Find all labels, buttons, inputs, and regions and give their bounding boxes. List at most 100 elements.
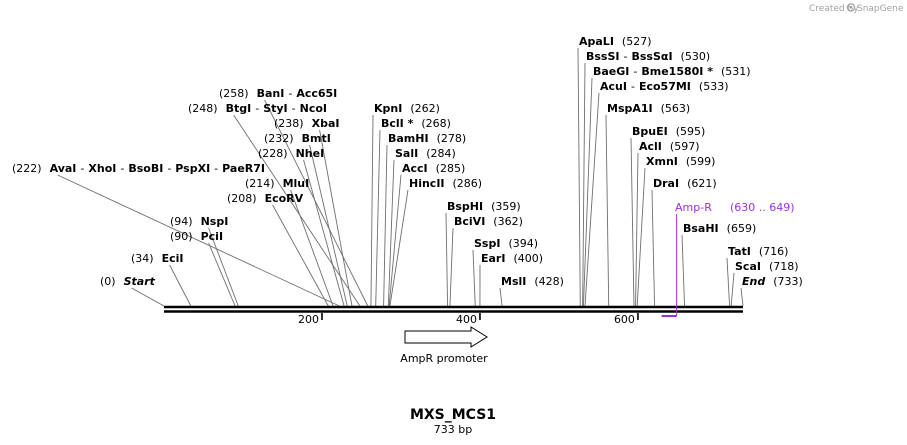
leader-msli [499,287,503,307]
site-xbai[interactable]: (238) XbaI [274,117,339,130]
site-position: (428) [534,275,564,288]
site-hincii[interactable]: HincII (286) [409,177,482,190]
site-bpuei[interactable]: BpuEI (595) [632,125,705,138]
leader-pcii [208,242,236,307]
site-sali[interactable]: SalI (284) [395,147,456,160]
site-sspi[interactable]: SspI (394) [474,237,538,250]
site-position: (94) [170,215,193,228]
site-position: (258) [219,87,249,100]
site-nhei[interactable]: (228) NheI [258,147,324,160]
site-mlui[interactable]: (214) MluI [245,177,309,190]
primer-amp-r[interactable]: Amp-R (630 .. 649) [661,201,795,317]
snapgene-logo-icon [846,3,856,12]
enzyme-name: MslI [501,275,526,288]
enzyme-name: Eco57MI [639,80,691,93]
site-eari[interactable]: EarI (400) [481,252,543,265]
name-separator: - [624,50,628,63]
enzyme-name: KpnI [374,102,402,115]
leader-bsphi [445,212,449,307]
site-end[interactable]: End (733) [742,275,803,288]
site-apali[interactable]: ApaLI (527) [579,35,652,48]
site-position: (232) [264,132,294,145]
leader-tati [726,257,731,307]
site-acci[interactable]: AccI (285) [402,162,465,175]
site-position: (0) [100,275,116,288]
site-bcivi[interactable]: BciVI (362) [454,215,523,228]
site-bamhi[interactable]: BamHI (278) [388,132,466,145]
enzyme-name: PaeR7I [222,162,265,175]
site-position: (533) [699,80,729,93]
site-bsphi[interactable]: BspHI (359) [447,200,521,213]
enzyme-name: DraI [653,177,679,190]
name-separator: - [292,102,296,115]
site-baegi-bme1580i[interactable]: BaeGI - Bme1580I * (531) [593,65,751,78]
site-msli[interactable]: MslI (428) [501,275,564,288]
site-ecorv[interactable]: (208) EcoRV [227,192,304,205]
site-bsssi-bsss-i[interactable]: BssSI - BssSαI (530) [586,50,710,63]
name-separator: - [214,162,218,175]
name-separator: - [633,65,637,78]
site-position: (659) [727,222,757,235]
site-tati[interactable]: TatI (716) [728,245,788,258]
site-acui-eco57mi[interactable]: AcuI - Eco57MI (533) [600,80,729,93]
site-bsahi[interactable]: BsaHI (659) [683,222,756,235]
enzyme-name: BpuEI [632,125,668,138]
name-separator: - [255,102,259,115]
site-drai[interactable]: DraI (621) [653,177,717,190]
site-mspa1i[interactable]: MspA1I (563) [607,102,690,115]
site-position: (34) [131,252,154,265]
leader-bcli [375,129,381,307]
enzyme-name: BamHI [388,132,429,145]
enzyme-name: BmtI [302,132,331,145]
enzyme-name: EarI [481,252,505,265]
tick-label: 400 [456,313,477,326]
leader-nhei [303,159,345,307]
feature-ampr-promoter[interactable]: AmpR promoter [400,326,488,365]
snapgene-credit: Created by SnapGene [809,3,904,14]
site-ecii[interactable]: (34) EciI [131,252,184,265]
site-bani-acc65i[interactable]: (258) BanI - Acc65I [219,87,337,100]
site-position: (563) [661,102,691,115]
leader-bsssi [582,62,586,307]
site-pcii[interactable]: (90) PciI [170,230,223,243]
enzyme-name: BciVI [454,215,485,228]
leader-baegi [582,77,593,307]
site-start[interactable]: (0) Start [100,275,156,288]
tick-label: 200 [298,313,319,326]
enzyme-name: BspHI [447,200,483,213]
sequence-length: 733 bp [434,423,472,436]
enzyme-name: AcuI [600,80,627,93]
site-nspi[interactable]: (94) NspI [170,215,228,228]
enzyme-name: BsoBI [128,162,163,175]
enzyme-name: AccI [402,162,428,175]
site-avai-xhoi-bsobi-pspxi-paer7i[interactable]: (222) AvaI - XhoI - BsoBI - PspXI - PaeR7I [12,162,265,175]
site-position: (262) [410,102,440,115]
site-kpni[interactable]: KpnI (262) [374,102,440,115]
leader-bsahi [681,234,685,307]
leader-acli [635,152,639,307]
map-title: MXS_MCS1 [410,407,496,423]
enzyme-name: BsaHI [683,222,719,235]
site-acli[interactable]: AclI (597) [639,140,700,153]
site-bmti[interactable]: (232) BmtI [264,132,331,145]
site-position: (228) [258,147,288,160]
site-bcli[interactable]: BclI * (268) [381,117,451,130]
leader-sspi [472,249,476,307]
leader-bani [264,99,369,307]
site-scai[interactable]: ScaI (718) [735,260,799,273]
leader-scai [730,272,735,307]
leader-bpuei [630,137,635,307]
site-xmni[interactable]: XmnI (599) [646,155,715,168]
leader-xmni [636,167,646,307]
enzyme-name: ApaLI [579,35,614,48]
enzyme-name: NheI [296,147,325,160]
sequence-backbone [164,305,743,313]
site-btgi-styi-ncoi[interactable]: (248) BtgI - StyI - NcoI [188,102,327,115]
enzyme-name: SspI [474,237,500,250]
enzyme-name: XhoI [88,162,116,175]
credit-brand: SnapGene [857,4,904,14]
site-position: (278) [437,132,467,145]
leader-apali [577,47,581,307]
site-position: (284) [426,147,456,160]
name-separator: - [80,162,84,175]
